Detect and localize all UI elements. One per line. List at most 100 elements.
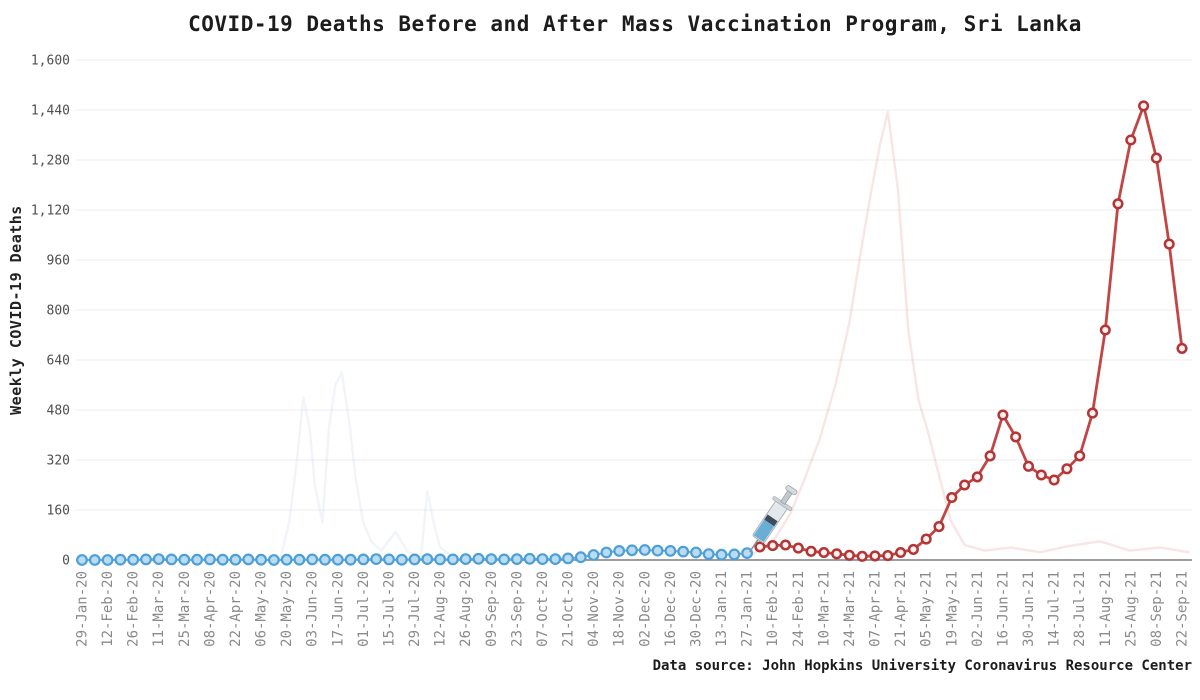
y-axis-tick-labels: 0 160 320 480 640 800 960 1,120 1,280 1,440 1,600 (31, 54, 70, 569)
data-point-before-mass-vaccination (114, 553, 127, 566)
x-tick-label: 16-Jun-21 (995, 571, 1011, 647)
data-point-before-mass-vaccination (140, 553, 152, 566)
x-tick-label: 22-Apr-20 (228, 571, 244, 647)
data-point-after-mass-vaccination (933, 521, 945, 533)
data-point-before-mass-vaccination (600, 546, 613, 559)
data-point-before-mass-vaccination (280, 553, 293, 566)
x-tick-label: 12-Aug-20 (433, 571, 449, 647)
data-point-after-mass-vaccination (1125, 134, 1137, 146)
data-point-after-mass-vaccination (843, 549, 855, 561)
x-tick-label: 17-Jun-20 (330, 571, 346, 647)
x-tick-label: 04-Nov-20 (586, 571, 602, 647)
data-point-after-mass-vaccination (997, 409, 1009, 421)
data-point-before-mass-vaccination (549, 553, 562, 565)
x-tick-label: 07-Oct-20 (535, 571, 551, 647)
x-tick-label: 23-Sep-20 (509, 571, 525, 647)
x-tick-label: 06-May-20 (254, 571, 270, 647)
series-line-after-mass-vaccination (759, 104, 1184, 558)
x-tick-label: 12-Feb-20 (100, 571, 116, 647)
data-point-after-mass-vaccination (767, 540, 779, 552)
data-point-before-mass-vaccination (408, 553, 421, 566)
data-point-before-mass-vaccination (523, 552, 536, 565)
x-tick-label: 25-Mar-20 (177, 571, 193, 647)
data-point-after-mass-vaccination (959, 479, 971, 491)
data-point-before-mass-vaccination (165, 553, 178, 566)
data-point-before-mass-vaccination (203, 553, 216, 566)
data-point-after-mass-vaccination (895, 546, 907, 559)
x-tick-label: 10-Feb-21 (765, 571, 781, 647)
data-point-after-mass-vaccination (1138, 100, 1150, 112)
data-point-after-mass-vaccination (754, 541, 766, 553)
data-point-after-mass-vaccination (1010, 431, 1022, 443)
data-point-after-mass-vaccination (869, 550, 881, 562)
data-point-before-mass-vaccination (268, 554, 280, 566)
data-point-before-mass-vaccination (447, 553, 459, 566)
data-point-before-mass-vaccination (88, 554, 101, 566)
data-point-before-mass-vaccination (741, 547, 753, 559)
data-point-after-mass-vaccination (792, 542, 804, 554)
x-tick-label: 08-Apr-20 (202, 571, 218, 647)
x-tick-label: 09-Sep-20 (484, 571, 500, 647)
before-vaccination-series (76, 544, 753, 566)
x-tick-label: 22-Sep-21 (1175, 571, 1191, 647)
data-point-after-mass-vaccination (907, 543, 919, 555)
data-point-before-mass-vaccination (562, 552, 574, 565)
data-point-before-mass-vaccination (511, 553, 523, 565)
x-tick-label: 26-Feb-20 (126, 571, 142, 647)
x-tick-label: 24-Mar-21 (842, 571, 858, 647)
x-tick-label: 21-Apr-21 (893, 571, 909, 647)
data-point-after-mass-vaccination (1022, 460, 1035, 472)
data-point-before-mass-vaccination (728, 548, 741, 561)
data-point-before-mass-vaccination (638, 544, 651, 556)
x-tick-label: 10-Mar-21 (816, 571, 832, 647)
x-tick-label: 14-Jul-21 (1047, 571, 1063, 647)
y-tick-label: 1,120 (31, 204, 70, 219)
data-point-after-mass-vaccination (882, 550, 894, 562)
data-point-before-mass-vaccination (613, 545, 626, 557)
x-tick-label: 01-Jul-20 (356, 571, 372, 647)
y-tick-label: 320 (47, 454, 70, 469)
x-tick-label: 25-Aug-21 (1123, 571, 1139, 647)
x-tick-label: 19-May-21 (944, 571, 960, 647)
y-tick-label: 1,440 (31, 104, 70, 119)
data-point-after-mass-vaccination (856, 550, 868, 562)
x-axis-tick-labels: 29-Jan-20 12-Feb-20 26-Feb-20 11-Mar-20 25-M… (75, 571, 1191, 647)
data-point-after-mass-vaccination (805, 545, 817, 557)
x-tick-label: 16-Dec-20 (663, 571, 679, 647)
x-tick-label: 30-Jun-21 (1021, 571, 1037, 647)
x-tick-label: 08-Sep-21 (1149, 571, 1165, 647)
x-tick-label: 11-Aug-21 (1098, 571, 1114, 647)
x-tick-label: 29-Jan-20 (75, 571, 91, 647)
data-point-before-mass-vaccination (178, 553, 191, 566)
data-point-before-mass-vaccination (229, 553, 242, 566)
x-tick-label: 15-Jul-20 (381, 571, 397, 647)
data-point-before-mass-vaccination (306, 553, 319, 566)
data-point-before-mass-vaccination (651, 544, 664, 557)
data-point-after-mass-vaccination (1061, 463, 1073, 475)
data-point-before-mass-vaccination (357, 553, 370, 566)
data-point-before-mass-vaccination (498, 553, 511, 566)
x-tick-label: 30-Dec-20 (688, 571, 704, 647)
x-tick-label: 13-Jan-21 (714, 571, 730, 647)
x-tick-label: 21-Oct-20 (561, 571, 577, 647)
chart-title: COVID-19 Deaths Before and After Mass Va… (188, 12, 1082, 36)
data-point-after-mass-vaccination (831, 548, 843, 560)
data-point-before-mass-vaccination (626, 544, 638, 557)
data-point-before-mass-vaccination (485, 553, 498, 565)
x-tick-label: 02-Jun-21 (970, 571, 986, 647)
data-point-before-mass-vaccination (293, 553, 306, 566)
syringe-stopper (764, 514, 778, 527)
data-point-before-mass-vaccination (434, 553, 447, 566)
data-point-before-mass-vaccination (101, 554, 114, 566)
data-point-before-mass-vaccination (255, 553, 268, 566)
data-point-after-mass-vaccination (818, 546, 830, 559)
data-point-before-mass-vaccination (242, 553, 255, 566)
x-tick-label: 11-Mar-20 (151, 571, 167, 647)
y-tick-label: 1,600 (31, 54, 70, 69)
data-point-after-mass-vaccination (920, 533, 932, 545)
data-point-before-mass-vaccination (76, 554, 88, 566)
x-tick-label: 29-Jul-20 (407, 571, 423, 647)
data-point-before-mass-vaccination (344, 553, 357, 566)
